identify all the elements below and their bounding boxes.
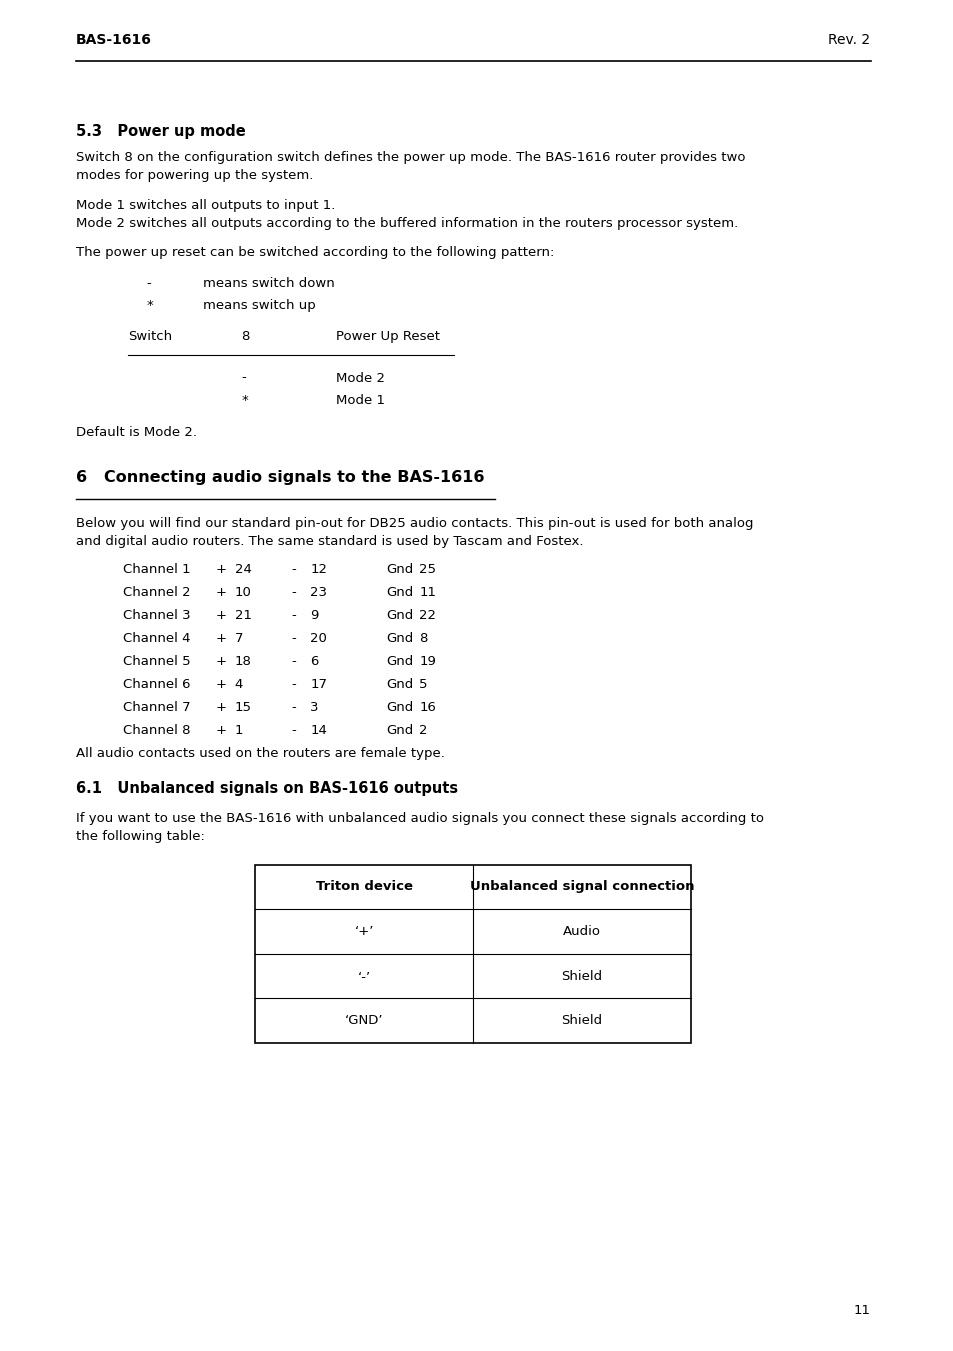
Text: 21: 21	[234, 609, 252, 623]
Text: -: -	[291, 563, 295, 577]
Text: 3: 3	[310, 701, 318, 715]
Text: Channel 5: Channel 5	[123, 655, 191, 669]
Text: +: +	[215, 586, 227, 600]
Text: BAS-1616: BAS-1616	[75, 34, 152, 47]
Text: *: *	[241, 394, 248, 408]
Text: 1: 1	[234, 724, 243, 738]
Text: 8: 8	[418, 632, 427, 646]
Text: ‘GND’: ‘GND’	[345, 1015, 383, 1027]
Text: Channel 6: Channel 6	[123, 678, 191, 692]
Text: 7: 7	[234, 632, 243, 646]
Text: -: -	[291, 609, 295, 623]
Text: means switch up: means switch up	[203, 299, 315, 312]
Text: +: +	[215, 655, 227, 669]
Text: Gnd: Gnd	[386, 724, 413, 738]
Text: Gnd: Gnd	[386, 701, 413, 715]
Text: 4: 4	[234, 678, 243, 692]
Text: 6: 6	[310, 655, 318, 669]
Text: +: +	[215, 724, 227, 738]
Text: The power up reset can be switched according to the following pattern:: The power up reset can be switched accor…	[75, 246, 554, 259]
Text: 11: 11	[853, 1304, 869, 1317]
Text: Unbalanced signal connection: Unbalanced signal connection	[469, 881, 694, 893]
Text: means switch down: means switch down	[203, 277, 335, 290]
Text: Mode 1: Mode 1	[335, 394, 384, 408]
Text: Gnd: Gnd	[386, 632, 413, 646]
Text: Audio: Audio	[562, 925, 600, 938]
Text: If you want to use the BAS-1616 with unbalanced audio signals you connect these : If you want to use the BAS-1616 with unb…	[75, 812, 763, 843]
Text: +: +	[215, 563, 227, 577]
Text: Switch: Switch	[128, 330, 172, 343]
Text: -: -	[241, 372, 246, 385]
Text: +: +	[215, 701, 227, 715]
Text: -: -	[291, 632, 295, 646]
Text: Shield: Shield	[560, 1015, 602, 1027]
Text: Rev. 2: Rev. 2	[827, 34, 869, 47]
Text: Channel 3: Channel 3	[123, 609, 191, 623]
Text: Channel 4: Channel 4	[123, 632, 191, 646]
Text: Gnd: Gnd	[386, 586, 413, 600]
Text: 23: 23	[310, 586, 327, 600]
Text: +: +	[215, 632, 227, 646]
Text: Below you will find our standard pin-out for DB25 audio contacts. This pin-out i: Below you will find our standard pin-out…	[75, 517, 753, 549]
Text: Channel 7: Channel 7	[123, 701, 191, 715]
Text: +: +	[215, 609, 227, 623]
Text: *: *	[147, 299, 153, 312]
Text: Channel 2: Channel 2	[123, 586, 191, 600]
Text: 6   Connecting audio signals to the BAS-1616: 6 Connecting audio signals to the BAS-16…	[75, 470, 484, 485]
Text: 17: 17	[310, 678, 327, 692]
Text: Mode 1 switches all outputs to input 1.
Mode 2 switches all outputs according to: Mode 1 switches all outputs to input 1. …	[75, 199, 738, 230]
Text: Channel 1: Channel 1	[123, 563, 191, 577]
Text: Switch 8 on the configuration switch defines the power up mode. The BAS-1616 rou: Switch 8 on the configuration switch def…	[75, 151, 744, 182]
Text: ‘-’: ‘-’	[357, 970, 371, 982]
Text: 10: 10	[234, 586, 252, 600]
Text: Shield: Shield	[560, 970, 602, 982]
Text: 2: 2	[418, 724, 427, 738]
Text: Default is Mode 2.: Default is Mode 2.	[75, 426, 196, 439]
Text: Gnd: Gnd	[386, 563, 413, 577]
Text: 9: 9	[310, 609, 318, 623]
Text: -: -	[147, 277, 152, 290]
Text: 8: 8	[241, 330, 250, 343]
Text: 15: 15	[234, 701, 252, 715]
Text: 6.1   Unbalanced signals on BAS-1616 outputs: 6.1 Unbalanced signals on BAS-1616 outpu…	[75, 781, 457, 796]
Text: 25: 25	[418, 563, 436, 577]
Text: Gnd: Gnd	[386, 678, 413, 692]
FancyBboxPatch shape	[255, 865, 690, 1043]
Text: 16: 16	[418, 701, 436, 715]
Text: 18: 18	[234, 655, 252, 669]
Text: -: -	[291, 701, 295, 715]
Text: -: -	[291, 678, 295, 692]
Text: 24: 24	[234, 563, 252, 577]
Text: +: +	[215, 678, 227, 692]
Text: Gnd: Gnd	[386, 655, 413, 669]
Text: 12: 12	[310, 563, 327, 577]
Text: All audio contacts used on the routers are female type.: All audio contacts used on the routers a…	[75, 747, 444, 761]
Text: 22: 22	[418, 609, 436, 623]
Text: Triton device: Triton device	[315, 881, 413, 893]
Text: 5.3   Power up mode: 5.3 Power up mode	[75, 124, 245, 139]
Text: Mode 2: Mode 2	[335, 372, 384, 385]
Text: -: -	[291, 655, 295, 669]
Text: 5: 5	[418, 678, 427, 692]
Text: ‘+’: ‘+’	[355, 925, 374, 938]
Text: 11: 11	[418, 586, 436, 600]
Text: 20: 20	[310, 632, 327, 646]
Text: -: -	[291, 586, 295, 600]
Text: Channel 8: Channel 8	[123, 724, 191, 738]
Text: Gnd: Gnd	[386, 609, 413, 623]
Text: Power Up Reset: Power Up Reset	[335, 330, 439, 343]
Text: 14: 14	[310, 724, 327, 738]
Text: -: -	[291, 724, 295, 738]
Text: 19: 19	[418, 655, 436, 669]
